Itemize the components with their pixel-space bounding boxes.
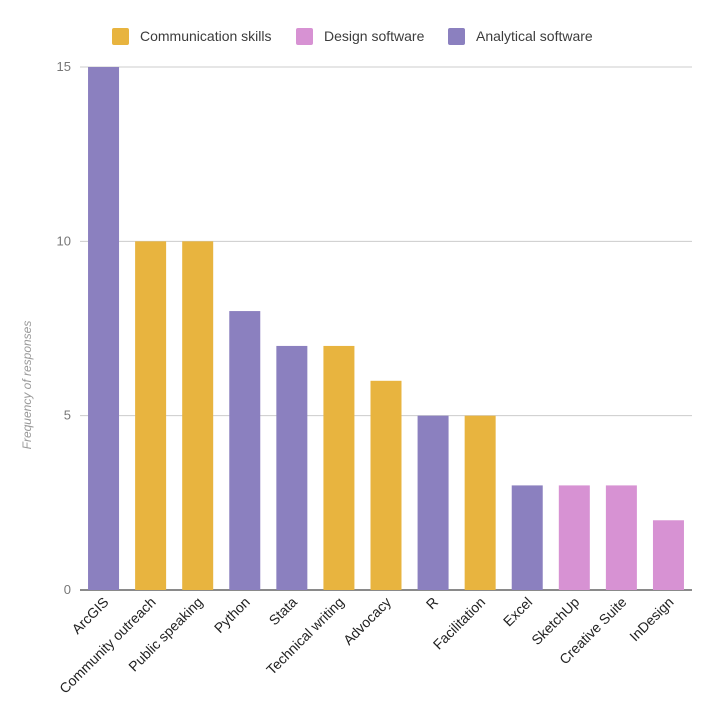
legend-label: Communication skills bbox=[140, 28, 271, 44]
bars bbox=[88, 67, 684, 591]
y-tick-label: 0 bbox=[64, 582, 71, 597]
x-tick-label: Excel bbox=[500, 594, 536, 630]
bar-creative-suite bbox=[605, 485, 637, 590]
bar-facilitation bbox=[464, 415, 496, 590]
y-tick-label: 5 bbox=[64, 408, 71, 423]
x-tick-label: InDesign bbox=[626, 594, 676, 644]
bar-python bbox=[229, 311, 261, 590]
legend-label: Design software bbox=[324, 28, 425, 44]
bar-advocacy bbox=[370, 380, 402, 590]
legend-label: Analytical software bbox=[476, 28, 593, 44]
legend-swatch bbox=[112, 28, 129, 45]
bar-technical-writing bbox=[323, 345, 355, 590]
bar-community-outreach bbox=[135, 241, 167, 591]
x-tick-label: Stata bbox=[266, 594, 301, 629]
y-axis-label: Frequency of responses bbox=[20, 321, 34, 450]
x-tick-label: ArcGIS bbox=[68, 594, 111, 637]
legend-swatch bbox=[296, 28, 313, 45]
legend-swatch bbox=[448, 28, 465, 45]
bar-public-speaking bbox=[182, 241, 214, 591]
bar-arcgis bbox=[88, 67, 120, 590]
x-tick-label: R bbox=[423, 594, 441, 612]
bar-indesign bbox=[652, 520, 684, 590]
bar-sketchup bbox=[558, 485, 590, 590]
bar-excel bbox=[511, 485, 543, 590]
bar-stata bbox=[276, 345, 308, 590]
y-tick-label: 15 bbox=[57, 59, 71, 74]
x-tick-label: Python bbox=[211, 594, 253, 636]
y-axis-ticks: 0 5 10 15 bbox=[57, 59, 71, 597]
x-tick-label: Advocacy bbox=[340, 594, 394, 648]
y-tick-label: 10 bbox=[57, 233, 71, 248]
bar-r bbox=[417, 415, 449, 590]
legend: Communication skills Design software Analy… bbox=[112, 28, 593, 45]
